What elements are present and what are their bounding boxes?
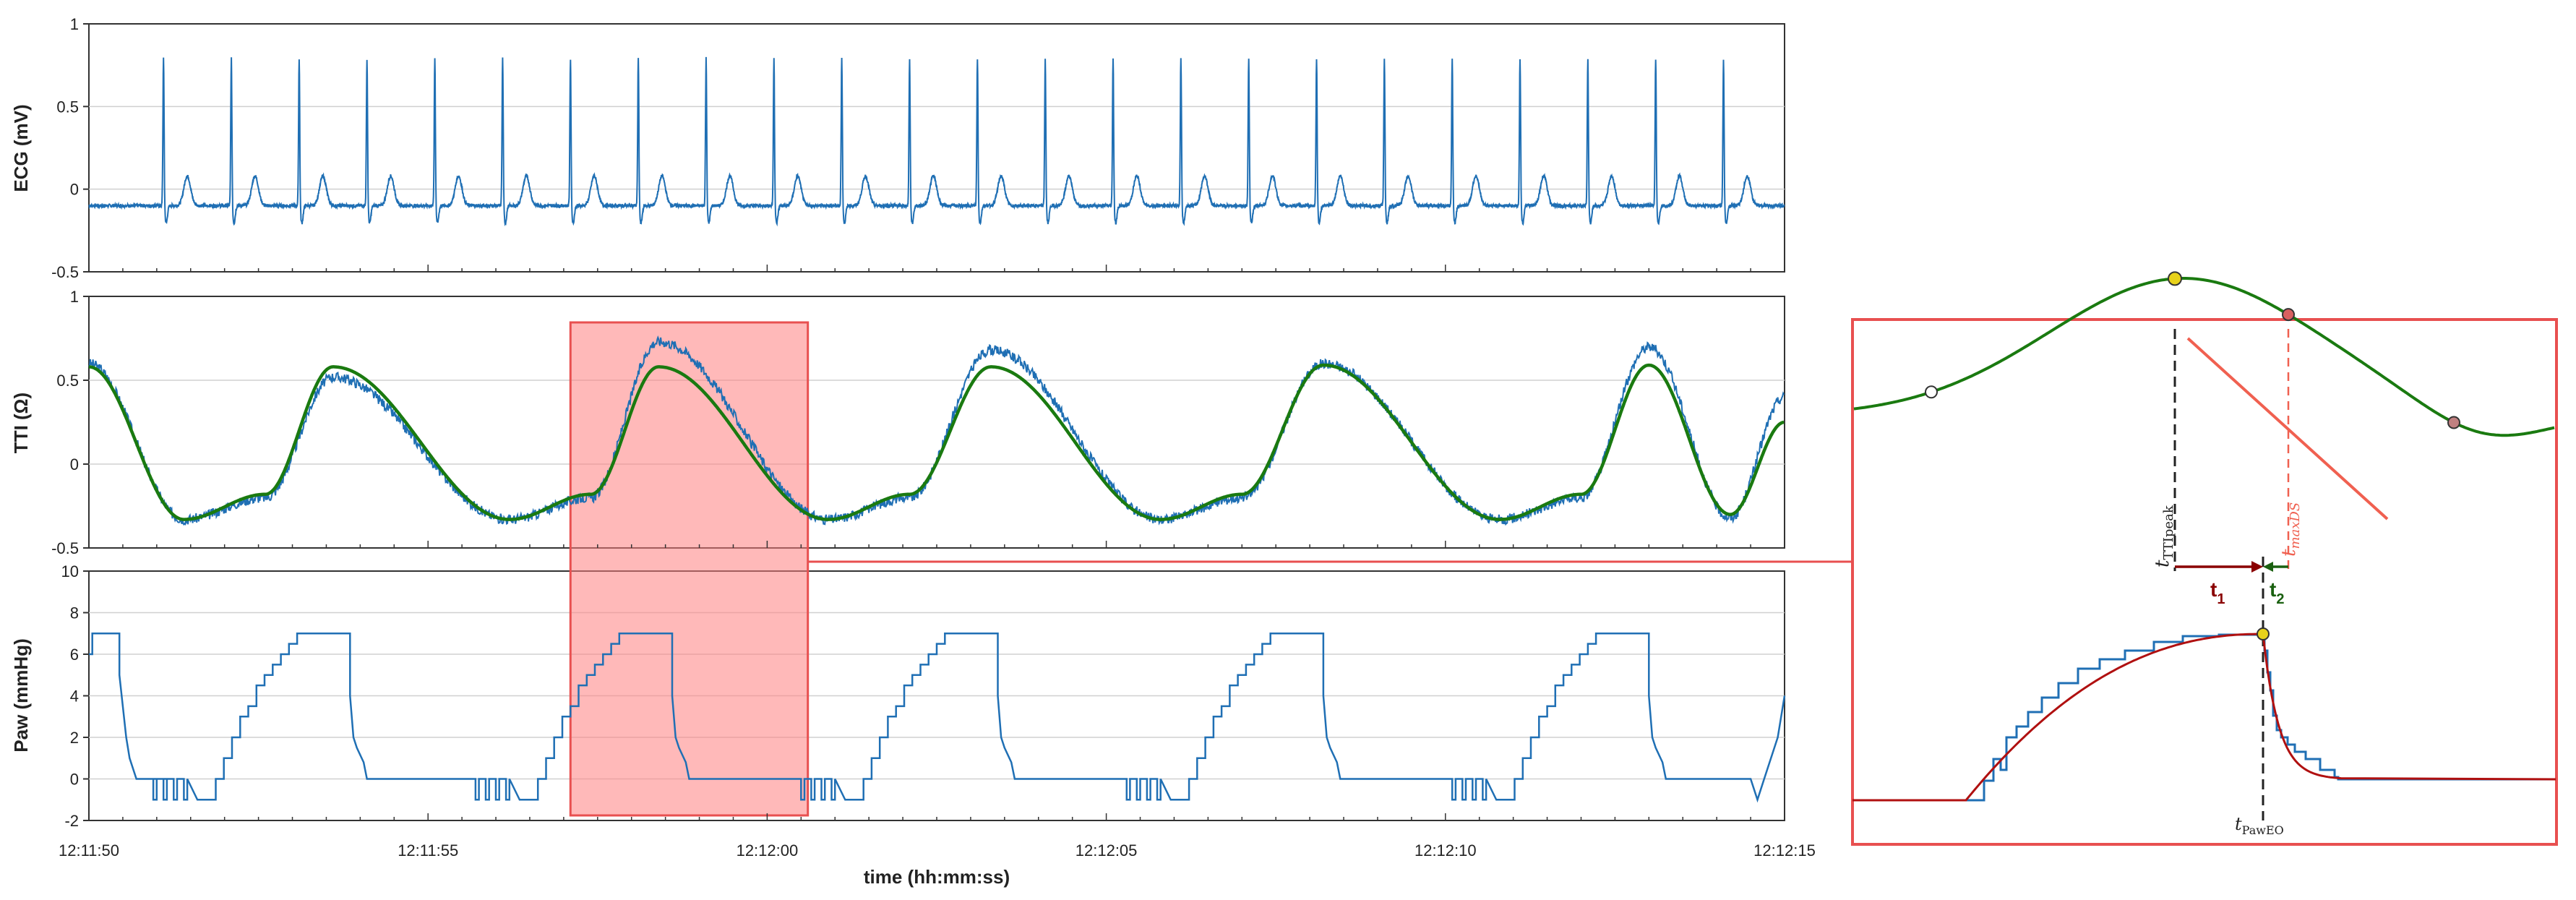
paw-ytick-label: 8: [70, 604, 79, 622]
paw-ytick-label: 10: [61, 562, 79, 580]
tti-ytick-label: 0: [70, 455, 79, 473]
paw-ytick-label: 2: [70, 729, 79, 747]
y-tick-labels: 1 0.5 0 -0.5 1 0.5 0 -0.5 10 8 6 4 2 0 -2: [51, 15, 89, 830]
x-axis-title: time (hh:mm:ss): [864, 866, 1010, 888]
ecg-ytick-label: -0.5: [51, 263, 79, 281]
max-downslope-tangent-line: [2186, 337, 2389, 520]
ecg-ytick-label: 1: [70, 15, 79, 33]
t2-label: t2: [2270, 578, 2284, 607]
x-tick-label: 12:12:00: [737, 841, 799, 860]
x-tick-label: 12:12:05: [1076, 841, 1138, 860]
inset-tti-fit-line: [1853, 277, 2555, 437]
tti-ytick-label: 0.5: [56, 372, 79, 390]
paw-series-line: [89, 633, 1786, 803]
inset-content: [1852, 271, 2556, 820]
tti-ytick-label: -0.5: [51, 539, 79, 557]
t1-arrow-head: [2251, 561, 2263, 573]
t2-main: t: [2270, 578, 2276, 601]
paw-plot: [89, 633, 1786, 803]
t1-label: t1: [2210, 578, 2225, 607]
t-ttipeak-sub: TTIpeak: [2161, 505, 2176, 560]
max-downslope-marker: [2282, 308, 2295, 322]
inset-trough-end-marker: [2447, 416, 2460, 429]
inset-paw-fit-line: [1852, 633, 2556, 802]
t-maxds-main: t: [2278, 549, 2300, 557]
ecg-panel-frame: [88, 23, 1785, 273]
tti-ytick-label: 1: [70, 288, 79, 306]
paw-ytick-label: 4: [70, 687, 79, 706]
t-maxds-label: tmaxDS: [2278, 502, 2303, 557]
t-ttipeak-main: t: [2152, 560, 2173, 567]
tti-plot: [88, 335, 1785, 526]
ecg-plot: [88, 56, 1785, 227]
paw-ylabel: Paw (mmHg): [10, 638, 32, 752]
t-paweo-label: tPawEO: [2235, 814, 2284, 837]
paw-ytick-label: 0: [70, 771, 79, 789]
x-tick-label: 12:11:50: [59, 841, 119, 860]
x-tick-label: 12:11:55: [398, 841, 458, 860]
x-tick-label: 12:12:15: [1753, 841, 1816, 860]
t2-arrow-head: [2263, 562, 2273, 572]
tti-ylabel: TTI (Ω): [10, 393, 32, 453]
tti-fit-series-line: [88, 363, 1785, 521]
highlight-rect: [569, 321, 810, 817]
t1-main: t: [2210, 578, 2217, 601]
ecg-ytick-label: 0: [70, 181, 79, 199]
inset-trough-start-marker: [1925, 385, 1938, 399]
tti-peak-marker: [2168, 271, 2182, 286]
ecg-series-line: [88, 56, 1785, 227]
x-tick-label: 12:12:10: [1414, 841, 1477, 860]
tti-raw-series-line: [88, 335, 1785, 526]
t-ttipeak-label: tTTIpeak: [2152, 505, 2176, 567]
paw-eo-marker: [2257, 627, 2270, 640]
paw-ytick-label: -2: [64, 812, 79, 830]
inset-frame: [1851, 318, 2558, 846]
paw-ytick-label: 6: [70, 646, 79, 664]
inset-panel: tTTIpeak tmaxDS t1 t2 tPawEO: [1851, 271, 2558, 846]
t-maxds-sub: maxDS: [2288, 502, 2303, 549]
t1-sub: 1: [2217, 591, 2225, 607]
highlight-region: [569, 321, 810, 817]
ecg-ytick-label: 0.5: [56, 98, 79, 116]
t2-sub: 2: [2276, 591, 2284, 607]
ecg-ylabel: ECG (mV): [10, 104, 32, 192]
t-paweo-main: t: [2235, 814, 2242, 834]
t-paweo-sub: PawEO: [2242, 823, 2284, 837]
x-tick-labels: 12:11:50 12:11:55 12:12:00 12:12:05 12:12:10…: [59, 265, 1816, 860]
